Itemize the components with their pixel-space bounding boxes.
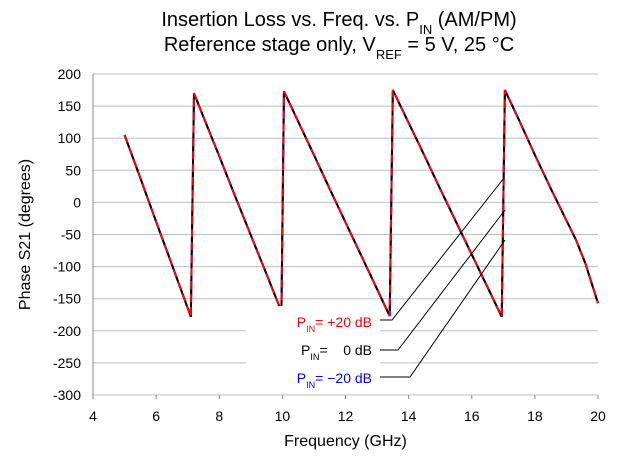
- subscript: IN: [419, 22, 432, 37]
- leader-line: [380, 177, 505, 321]
- subscript: IN: [306, 324, 315, 334]
- x-tick-label: 20: [590, 408, 606, 424]
- subscript: REF: [376, 47, 402, 62]
- text-part: P: [297, 370, 306, 386]
- text: PIN= −20 dB: [297, 370, 372, 390]
- y-tick-label: 0: [73, 194, 81, 210]
- leader-line: [380, 209, 506, 351]
- y-tick-label: 200: [58, 66, 82, 82]
- x-tick-label: 6: [152, 408, 160, 424]
- lines: [123, 89, 599, 318]
- text: PIN= +20 dB: [297, 314, 372, 334]
- subscript: IN: [306, 380, 315, 390]
- text-part: = −20 dB: [315, 370, 372, 386]
- text-part: P: [301, 342, 310, 358]
- y-axis-label: Phase S21 (degrees): [17, 159, 34, 310]
- x-tick-label: 14: [401, 408, 417, 424]
- texts: Insertion Loss vs. Freq. vs. PIN (AM/PM)…: [17, 9, 606, 450]
- text: PIN= 0 dB: [301, 342, 372, 362]
- text-part: = 0 dB: [319, 342, 372, 358]
- x-tick-label: 16: [464, 408, 480, 424]
- y-tick-label: 50: [65, 162, 81, 178]
- x-tick-label: 4: [89, 408, 97, 424]
- text-part: Insertion Loss vs. Freq. vs. P: [161, 9, 419, 31]
- text-part: P: [297, 314, 306, 330]
- legend-box: [246, 306, 380, 388]
- x-tick-label: 12: [338, 408, 354, 424]
- y-tick-label: -150: [53, 291, 81, 307]
- y-tick-label: -200: [53, 323, 81, 339]
- y-tick-label: 150: [58, 98, 82, 114]
- text-part: = 5 V, 25 °C: [402, 34, 514, 56]
- y-tick-label: 100: [58, 130, 82, 146]
- y-tick-label: -50: [61, 227, 81, 243]
- text-part: (AM/PM): [432, 9, 516, 31]
- leaders: [380, 177, 506, 378]
- series-line: [123, 89, 599, 318]
- x-tick-label: 10: [275, 408, 291, 424]
- text: Reference stage only, VREF = 5 V, 25 °C: [164, 34, 514, 62]
- leader-line: [380, 239, 506, 378]
- y-tick-label: -300: [53, 387, 81, 403]
- y-tick-label: -100: [53, 259, 81, 275]
- x-axis-label: Frequency (GHz): [284, 433, 407, 450]
- x-tick-label: 8: [215, 408, 223, 424]
- x-tick-label: 18: [527, 408, 543, 424]
- text-part: = +20 dB: [315, 314, 372, 330]
- text-part: Reference stage only, V: [164, 34, 377, 56]
- subscript: IN: [310, 352, 319, 362]
- y-tick-label: -250: [53, 355, 81, 371]
- text: Insertion Loss vs. Freq. vs. PIN (AM/PM): [161, 9, 516, 37]
